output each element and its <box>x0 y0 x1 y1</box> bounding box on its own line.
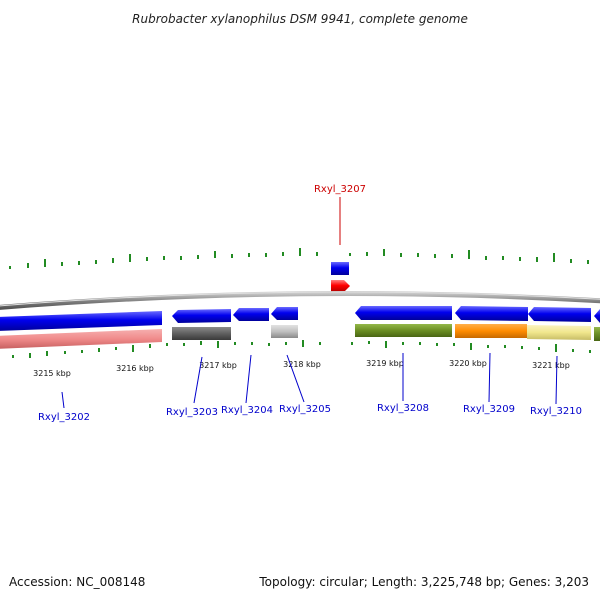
scale-label: 3219 kbp <box>366 359 404 368</box>
gene-3204-cds[interactable] <box>233 308 269 321</box>
cds-track <box>0 306 600 331</box>
gene-3205-cds[interactable] <box>271 307 298 320</box>
accession-text: Accession: NC_008148 <box>9 575 145 589</box>
gene-3211-cds-partial[interactable] <box>594 309 600 323</box>
gene-3202-cds[interactable] <box>0 311 162 331</box>
scale-label: 3221 kbp <box>532 361 570 370</box>
gene-3207-cds-feature[interactable] <box>331 262 349 275</box>
gene-leader-lines <box>61 352 558 409</box>
gene-label-rxyl-3208[interactable]: Rxyl_3208 <box>377 403 429 414</box>
scale-label: 3218 kbp <box>283 360 321 369</box>
scale-label: 3217 kbp <box>199 361 237 370</box>
map-title: Rubrobacter xylanophilus DSM 9941, compl… <box>132 12 468 26</box>
gc-content-ticks-inner <box>12 340 591 358</box>
scale-label: 3216 kbp <box>116 364 154 373</box>
gene-label-rxyl-3207[interactable]: Rxyl_3207 <box>314 184 366 195</box>
gene-3202-category <box>0 329 162 349</box>
gene-3203-category <box>172 327 231 340</box>
gene-3208-category <box>355 324 452 337</box>
gene-3209-category <box>455 324 527 338</box>
gene-3207-highlight-arrow[interactable] <box>331 280 350 292</box>
gene-label-rxyl-3210[interactable]: Rxyl_3210 <box>530 406 582 417</box>
gene-3209-cds[interactable] <box>455 306 528 321</box>
gene-label-rxyl-3209[interactable]: Rxyl_3209 <box>463 404 515 415</box>
gene-3210-cds[interactable] <box>528 307 591 322</box>
gene-labels: Rxyl_3202 Rxyl_3203 Rxyl_3204 Rxyl_3205 … <box>38 403 582 423</box>
genome-backbone <box>0 290 600 310</box>
genome-summary-text: Topology: circular; Length: 3,225,748 bp… <box>258 575 589 589</box>
gc-content-ticks-outer <box>9 248 589 269</box>
gene-3205-category <box>271 325 298 338</box>
annotation-track <box>0 324 600 349</box>
gene-3203-cds[interactable] <box>172 309 231 323</box>
backbone-highlight <box>0 291 600 307</box>
gene-3210-category <box>527 325 591 340</box>
gene-label-rxyl-3203[interactable]: Rxyl_3203 <box>166 407 218 418</box>
scale-labels: 3215 kbp 3216 kbp 3217 kbp 3218 kbp 3219… <box>33 359 570 378</box>
gene-label-rxyl-3202[interactable]: Rxyl_3202 <box>38 412 90 423</box>
scale-label: 3220 kbp <box>449 359 487 368</box>
gene-3208-cds[interactable] <box>355 306 452 320</box>
gene-3211-category <box>594 327 600 341</box>
scale-label: 3215 kbp <box>33 369 71 378</box>
gene-label-rxyl-3204[interactable]: Rxyl_3204 <box>221 405 273 416</box>
gene-label-rxyl-3205[interactable]: Rxyl_3205 <box>279 404 331 415</box>
